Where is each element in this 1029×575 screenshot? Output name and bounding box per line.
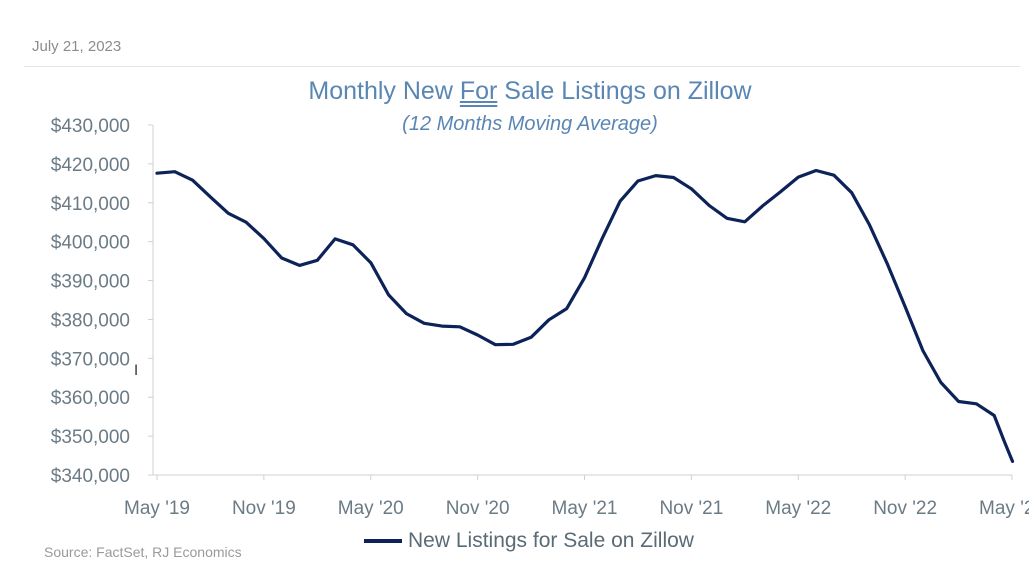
x-tick-label: May '20 (338, 498, 404, 519)
chart-title: Monthly New For Sale Listings on Zillow (0, 77, 1029, 106)
x-tick-label: Nov '21 (659, 498, 723, 519)
x-tick-label: May '19 (124, 498, 190, 519)
x-tick-label: May '21 (552, 498, 618, 519)
x-tick-label: Nov '19 (232, 498, 296, 519)
y-tick-label: $360,000 (51, 388, 130, 409)
y-tick-label: $390,000 (51, 272, 130, 293)
text-cursor-icon: I (134, 363, 139, 379)
y-tick-label: $430,000 (51, 116, 130, 137)
y-tick-label: $410,000 (51, 194, 130, 215)
legend: New Listings for Sale on Zillow (364, 529, 694, 553)
legend-swatch (364, 539, 402, 543)
y-tick-label: $380,000 (51, 310, 130, 331)
title-part-2: Sale Listings on Zillow (497, 77, 752, 105)
header-divider (24, 66, 1020, 67)
y-tick-label: $340,000 (51, 466, 130, 487)
title-part-1: Monthly New (308, 77, 460, 105)
x-tick-label: May '22 (765, 498, 831, 519)
legend-label: New Listings for Sale on Zillow (408, 529, 694, 552)
y-tick-label: $350,000 (51, 427, 130, 448)
report-date: July 21, 2023 (32, 38, 122, 55)
series-line-new-listings (155, 168, 1015, 463)
y-tick-label: $370,000 (51, 349, 130, 370)
x-tick-label: Nov '22 (873, 498, 937, 519)
x-tick-label: May '23 (979, 498, 1029, 519)
y-tick-label: $420,000 (51, 155, 130, 176)
title-emphasis: For (459, 77, 498, 105)
x-tick-label: Nov '20 (446, 498, 510, 519)
source-note: Source: FactSet, RJ Economics (44, 544, 242, 560)
chart-subtitle: (12 Months Moving Average) (402, 113, 658, 135)
y-tick-label: $400,000 (51, 233, 130, 254)
